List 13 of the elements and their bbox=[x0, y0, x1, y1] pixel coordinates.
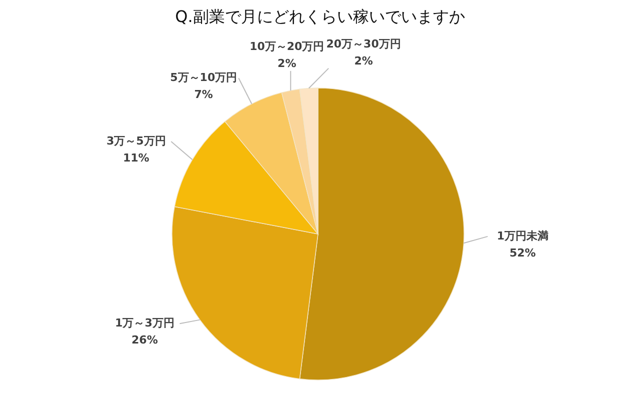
slice-label: 1万円未満 bbox=[496, 229, 548, 242]
slice-label: 1万～3万円 bbox=[115, 316, 174, 330]
slice-label: 10万～20万円 bbox=[250, 40, 324, 53]
slice-label: 5万～10万円 bbox=[170, 71, 238, 84]
slice-label: 3万～5万円 bbox=[106, 134, 166, 148]
data-label: 2% bbox=[278, 56, 296, 70]
slice-label: 20万～30万円 bbox=[326, 37, 401, 50]
data-label: 7% bbox=[194, 88, 213, 102]
data-label: 2% bbox=[354, 54, 373, 68]
data-label: 52% bbox=[510, 246, 536, 260]
data-label: 11% bbox=[122, 152, 150, 164]
data-label: 26% bbox=[132, 334, 158, 347]
chart-title: Q.副業で月にどれくらい稼いでいますか bbox=[175, 7, 465, 26]
